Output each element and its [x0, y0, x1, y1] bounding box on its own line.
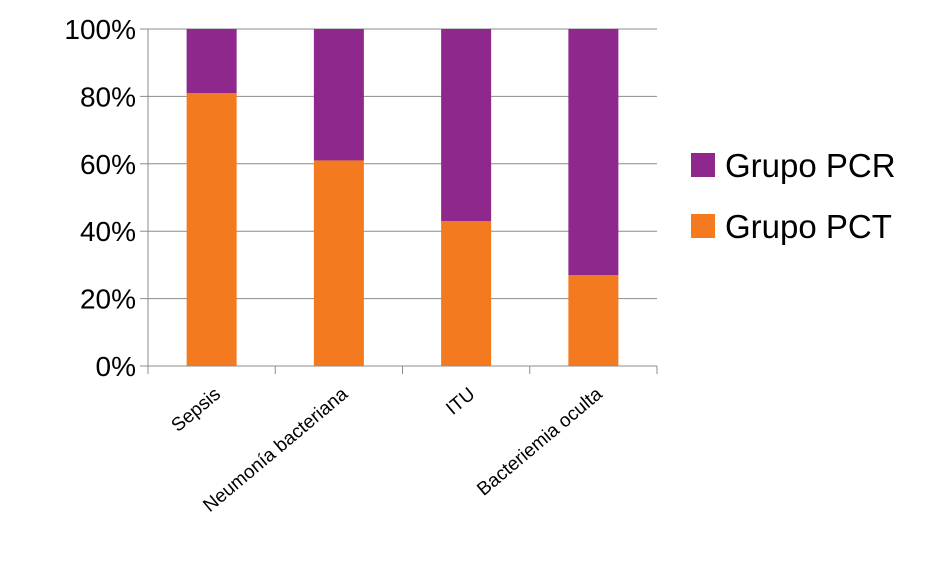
legend-label: Grupo PCT: [725, 208, 892, 245]
x-category-label: Sepsis: [168, 384, 225, 437]
x-category-label: Neumonía bacteriana: [199, 383, 352, 516]
bar-grupo-pct-2: [441, 221, 492, 366]
y-tick-label: 100%: [64, 14, 136, 45]
bar-grupo-pcr-2: [441, 29, 492, 222]
bar-grupo-pct-0: [186, 93, 237, 366]
axes: [140, 28, 658, 374]
legend: Grupo PCR Grupo PCT: [691, 147, 896, 245]
y-tick-label: 0%: [96, 351, 136, 382]
bar-grupo-pcr-3: [568, 29, 619, 276]
bars: [186, 29, 619, 366]
bar-grupo-pct-1: [313, 160, 364, 366]
legend-swatch: [691, 214, 715, 238]
bar-grupo-pct-3: [568, 275, 619, 366]
bar-grupo-pcr-1: [313, 29, 364, 161]
y-axis-tick-labels: 0% 20% 40% 60% 80% 100%: [64, 14, 136, 382]
y-tick-label: 60%: [80, 149, 136, 180]
y-tick-label: 80%: [80, 81, 136, 112]
x-category-label: ITU: [442, 384, 479, 420]
y-tick-label: 20%: [80, 284, 136, 315]
x-category-label: Bacteriemia oculta: [473, 383, 607, 500]
bar-grupo-pcr-0: [186, 29, 237, 94]
y-tick-label: 40%: [80, 216, 136, 247]
legend-swatch: [691, 153, 715, 177]
legend-label: Grupo PCR: [725, 147, 896, 184]
